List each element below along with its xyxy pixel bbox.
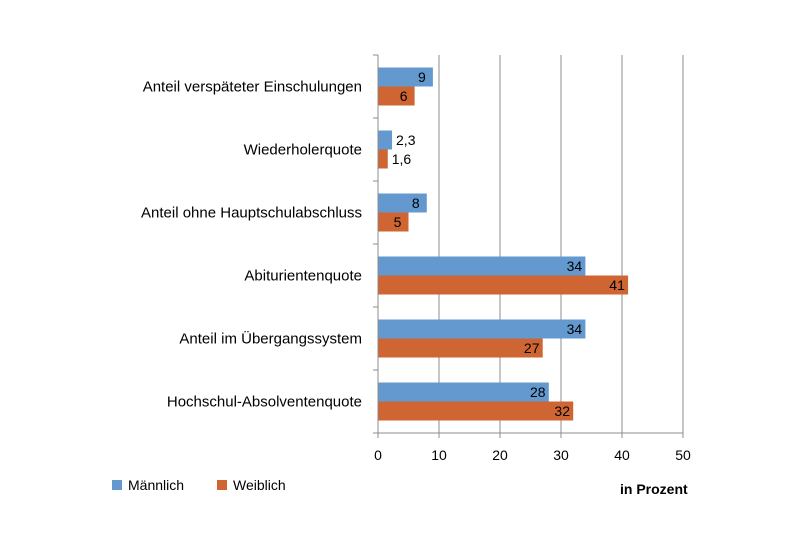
data-label-weiblich: 41 <box>609 277 625 293</box>
legend-swatch-maennlich <box>112 480 122 490</box>
bar-weiblich <box>378 86 415 106</box>
data-label-maennlich: 8 <box>412 195 420 211</box>
category-label: Anteil ohne Hauptschulabschluss <box>141 205 362 222</box>
x-tick-label: 10 <box>431 447 447 463</box>
bar-maennlich <box>378 319 586 339</box>
bar-maennlich <box>378 382 549 402</box>
bar-weiblich <box>378 212 409 232</box>
bars <box>378 67 629 421</box>
gridlines <box>438 55 684 433</box>
axis-unit-label: in Prozent <box>620 481 688 497</box>
x-tick-label: 0 <box>374 447 382 463</box>
legend-swatch-weiblich <box>217 480 227 490</box>
data-label-weiblich: 5 <box>394 214 402 230</box>
bar-weiblich <box>378 275 629 295</box>
labels: 0 10 20 30 40 50 Anteil verspäteter Einschulun… <box>141 69 691 463</box>
bar-maennlich <box>378 193 427 213</box>
bar-weiblich <box>378 338 543 358</box>
category-label: Wiederholerquote <box>244 142 362 159</box>
legend-label-maennlich: Männlich <box>128 477 184 493</box>
x-tick-label: 40 <box>614 447 630 463</box>
bar-weiblich <box>378 401 574 421</box>
legend-label-weiblich: Weiblich <box>233 477 286 493</box>
bar-maennlich <box>378 130 393 150</box>
legend: Männlich Weiblich <box>112 477 286 493</box>
bar-maennlich <box>378 67 433 87</box>
bar-maennlich <box>378 256 586 276</box>
data-label-weiblich: 1,6 <box>392 151 412 167</box>
x-tick-label: 50 <box>675 447 691 463</box>
data-label-maennlich: 2,3 <box>396 132 416 148</box>
x-tick-label: 30 <box>553 447 569 463</box>
data-label-maennlich: 28 <box>530 384 546 400</box>
data-label-maennlich: 34 <box>567 321 583 337</box>
category-label: Anteil im Übergangssystem <box>179 330 362 348</box>
category-label: Abiturientenquote <box>244 268 362 285</box>
axes <box>373 54 684 438</box>
category-label: Anteil verspäteter Einschulungen <box>143 79 362 96</box>
data-label-weiblich: 27 <box>524 340 540 356</box>
data-label-maennlich: 9 <box>418 69 426 85</box>
data-label-weiblich: 6 <box>400 88 408 104</box>
bar-weiblich <box>378 149 388 169</box>
x-tick-label: 20 <box>492 447 508 463</box>
data-label-maennlich: 34 <box>567 258 583 274</box>
category-label: Hochschul-Absolventenquote <box>167 394 362 411</box>
data-label-weiblich: 32 <box>554 403 570 419</box>
